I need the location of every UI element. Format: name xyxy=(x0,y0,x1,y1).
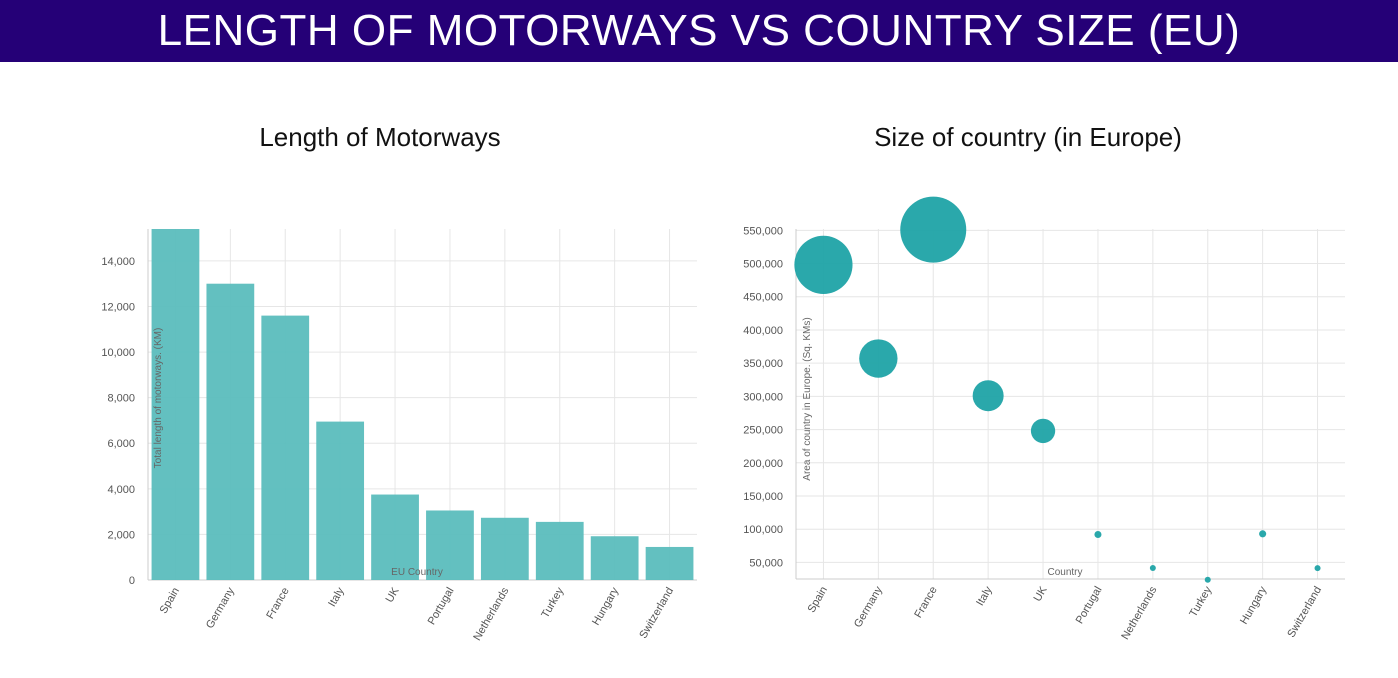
x-tick-label: Switzerland xyxy=(1285,585,1324,640)
bubble-chart-title: Size of country (in Europe) xyxy=(874,122,1182,152)
bar-france xyxy=(261,315,310,580)
bar-hungary xyxy=(590,536,639,580)
y-tick-label: 10,000 xyxy=(101,347,135,359)
y-tick-label: 50,000 xyxy=(749,557,783,569)
bubble-portugal xyxy=(1094,530,1102,539)
y-tick-label: 6,000 xyxy=(107,438,135,450)
bar-switzerland xyxy=(645,546,694,580)
y-tick-label: 8,000 xyxy=(107,393,135,405)
x-tick-label: Germany xyxy=(852,584,885,630)
y-tick-label: 550,000 xyxy=(743,225,783,237)
x-tick-label: Italy xyxy=(974,584,995,608)
bar-turkey xyxy=(535,521,584,580)
bubble-germany xyxy=(859,339,898,378)
bar-italy xyxy=(316,421,365,580)
x-tick-label: UK xyxy=(1032,584,1050,604)
y-tick-label: 400,000 xyxy=(743,325,783,337)
x-axis-title: EU Country xyxy=(391,567,443,578)
y-axis-title: Total length of motorways. (KM) xyxy=(153,328,164,469)
bubble-turkey xyxy=(1204,576,1211,583)
y-tick-label: 4,000 xyxy=(107,484,135,496)
bar-uk xyxy=(371,494,419,580)
y-tick-label: 250,000 xyxy=(743,425,783,437)
y-tick-label: 200,000 xyxy=(743,458,783,470)
bar-chart-title: Length of Motorways xyxy=(259,122,501,152)
y-tick-label: 350,000 xyxy=(743,358,783,370)
x-tick-label: Turkey xyxy=(1187,584,1214,619)
x-axis-title: Country xyxy=(1047,567,1082,578)
bubble-hungary xyxy=(1259,530,1267,538)
bubble-uk xyxy=(1030,418,1056,444)
bubble-switzerland xyxy=(1314,565,1321,572)
y-tick-label: 2,000 xyxy=(107,529,135,541)
bar-portugal xyxy=(426,510,474,580)
bubble-italy xyxy=(972,380,1004,412)
y-tick-label: 12,000 xyxy=(101,301,135,313)
y-tick-label: 14,000 xyxy=(101,256,135,268)
bubble-france xyxy=(900,196,967,263)
x-tick-label: Portugal xyxy=(1074,585,1105,626)
x-tick-label: Spain xyxy=(806,585,830,615)
y-tick-label: 150,000 xyxy=(743,491,783,503)
y-tick-label: 0 xyxy=(129,575,135,587)
y-tick-label: 500,000 xyxy=(743,259,783,271)
y-tick-label: 300,000 xyxy=(743,391,783,403)
x-tick-label: France xyxy=(912,585,940,621)
y-tick-label: 100,000 xyxy=(743,524,783,536)
bar-netherlands xyxy=(480,517,529,580)
bubble-netherlands xyxy=(1149,565,1156,572)
y-tick-label: 450,000 xyxy=(743,292,783,304)
header-banner: LENGTH OF MOTORWAYS VS COUNTRY SIZE (EU) xyxy=(0,0,1398,62)
bubble-spain xyxy=(794,235,853,294)
x-tick-label: Hungary xyxy=(1238,584,1269,626)
x-tick-label: Netherlands xyxy=(1119,584,1159,642)
bar-germany xyxy=(206,283,255,580)
y-axis-title: Area of country in Europe. (Sq. KMs) xyxy=(802,317,813,480)
bar-spain xyxy=(151,229,200,580)
page-title: LENGTH OF MOTORWAYS VS COUNTRY SIZE (EU) xyxy=(157,6,1241,55)
